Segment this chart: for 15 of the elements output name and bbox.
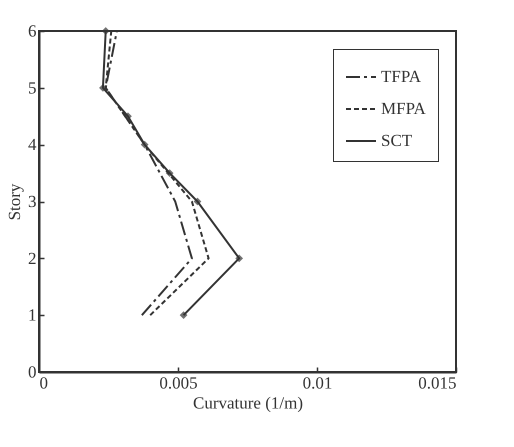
y-tick-label: 6 [28,22,36,40]
y-tick-label: 3 [28,192,36,211]
y-tick-label: 5 [28,78,36,98]
y-tick-label: 4 [28,135,37,154]
x-tick-label: 0.01 [302,374,332,392]
y-tick-label: 1 [28,306,36,325]
x-tick-label: 0 [40,374,48,392]
x-axis-title: Curvature (1/m) [193,394,303,412]
x-tick-label: 0.015 [418,374,456,392]
x-tick-label: 0.005 [159,374,198,392]
legend-label: SCT [381,131,413,150]
legend-label: MFPA [381,99,426,118]
y-tick-label: 2 [28,248,36,268]
legend-label: TFPA [381,67,422,86]
y-axis-title: Story [5,183,24,220]
